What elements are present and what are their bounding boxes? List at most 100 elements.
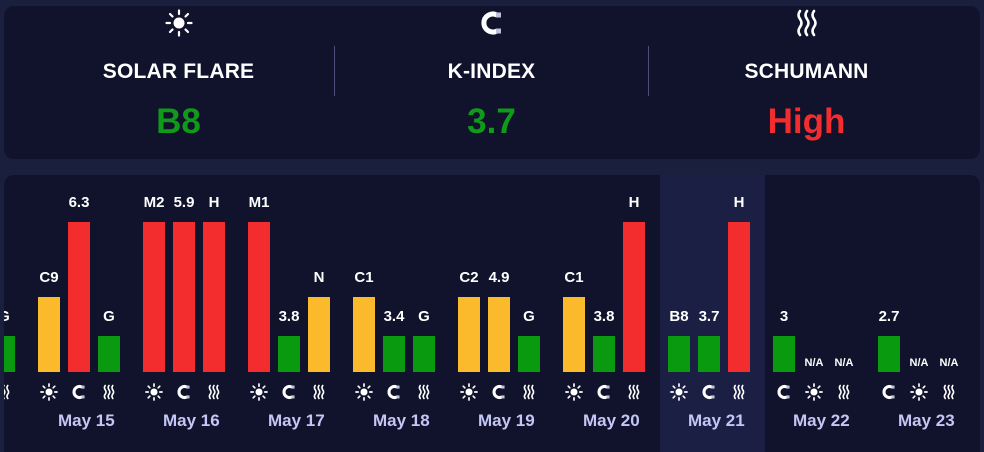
solar-flare-metric: SOLAR FLARE B8 (16, 6, 341, 159)
kindex-value-label: 3.8 (593, 308, 615, 325)
wave-icon (308, 382, 330, 402)
k-index-metric: K-INDEX 3.7 (329, 6, 654, 159)
wave-icon (938, 382, 960, 402)
divider (334, 46, 335, 96)
solar-value-label: N/A (804, 357, 824, 369)
wave-icon (728, 382, 750, 402)
solar-bar (38, 297, 60, 372)
day-date-label: May 18 (373, 411, 430, 430)
wave-icon (413, 382, 435, 402)
day-column[interactable]: C9 6.3 G May 15 (30, 175, 135, 452)
solar-bar (248, 222, 270, 372)
schumann-value-label: N/A (834, 357, 854, 369)
schumann-metric: SCHUMANN High (644, 6, 969, 159)
day-date-label: May 21 (688, 411, 745, 430)
sun-icon (908, 382, 930, 402)
day-date-label: May 15 (58, 411, 115, 430)
sun-icon (458, 382, 480, 402)
schumann-value-label: G (4, 308, 24, 325)
kindex-bar (173, 222, 195, 372)
kindex-bar (878, 336, 900, 372)
sun-icon (16, 8, 341, 38)
wave-icon (644, 8, 969, 38)
day-column[interactable]: G (4, 175, 30, 452)
solar-value-label: M1 (248, 194, 270, 211)
kindex-value-label: 3.7 (698, 308, 720, 325)
day-column[interactable]: M2 5.9 H May 16 (135, 175, 240, 452)
solar-value-label: B8 (669, 308, 689, 325)
day-column[interactable]: C1 3.8 H May 20 (555, 175, 660, 452)
schumann-value-label: G (103, 308, 115, 325)
solar-bar (668, 336, 690, 372)
magnet-icon (68, 382, 90, 402)
sun-icon (143, 382, 165, 402)
kindex-value-label: 2.7 (878, 308, 900, 325)
kindex-bar (773, 336, 795, 372)
sun-icon (248, 382, 270, 402)
magnet-icon (593, 382, 615, 402)
schumann-bar (413, 336, 435, 372)
solar-flare-label: SOLAR FLARE (102, 60, 255, 83)
schumann-value-label: N/A (939, 357, 959, 369)
solar-value-label: M2 (143, 194, 165, 211)
day-date-label: May 23 (898, 411, 955, 430)
kindex-value-label: 3.8 (278, 308, 300, 325)
magnet-icon (329, 8, 654, 38)
magnet-icon (698, 382, 720, 402)
schumann-bar (203, 222, 225, 372)
kindex-value-label: 4.9 (488, 269, 510, 286)
day-date-label: May 20 (583, 411, 640, 430)
schumann-value-label: H (628, 194, 640, 211)
kindex-bar (278, 336, 300, 372)
solar-flare-value: B8 (156, 102, 201, 141)
solar-bar (458, 297, 480, 372)
daily-forecast-strip[interactable]: G C9 6.3 G May 15 M2 5.9 H May 16 M1 3.8 N May 17 C1 3… (4, 175, 980, 452)
kindex-bar (698, 336, 720, 372)
wave-icon (518, 382, 540, 402)
kindex-value-label: 5.9 (173, 194, 195, 211)
summary-panel: SOLAR FLARE B8 K-INDEX 3.7 SCHUMANN (4, 6, 980, 159)
wave-icon (4, 382, 15, 402)
day-column[interactable]: B8 3.7 H May 21 (660, 175, 765, 452)
day-column[interactable]: 2.7 N/A N/A May 23 (870, 175, 975, 452)
day-column[interactable]: C2 4.9 G May 19 (450, 175, 555, 452)
day-date-label: May 17 (268, 411, 325, 430)
day-date-label: May 22 (793, 411, 850, 430)
day-date-label: May 16 (163, 411, 220, 430)
sun-icon (668, 382, 690, 402)
solar-value-label: C9 (39, 269, 59, 286)
schumann-bar (98, 336, 120, 372)
kindex-bar (383, 336, 405, 372)
wave-icon (98, 382, 120, 402)
solar-value-label: N/A (909, 357, 929, 369)
wave-icon (623, 382, 645, 402)
solar-bar (563, 297, 585, 372)
solar-value-label: C1 (564, 269, 584, 286)
magnet-icon (383, 382, 405, 402)
day-column[interactable]: 3 N/A N/A May 22 (765, 175, 870, 452)
schumann-bar (728, 222, 750, 372)
magnet-icon (878, 382, 900, 402)
solar-bar (143, 222, 165, 372)
day-column[interactable]: C1 3.4 G May 18 (345, 175, 450, 452)
day-date-label: May 19 (478, 411, 535, 430)
schumann-bar (4, 336, 15, 372)
solar-bar (353, 297, 375, 372)
kindex-value-label: 3.4 (383, 308, 405, 325)
magnet-icon (173, 382, 195, 402)
day-column[interactable]: M1 3.8 N May 17 (240, 175, 345, 452)
divider (648, 46, 649, 96)
schumann-value-label: H (733, 194, 745, 211)
kindex-bar (68, 222, 90, 372)
sun-icon (563, 382, 585, 402)
sun-icon (38, 382, 60, 402)
schumann-value-label: G (523, 308, 535, 325)
wave-icon (833, 382, 855, 402)
schumann-bar (623, 222, 645, 372)
kindex-bar (593, 336, 615, 372)
schumann-label: SCHUMANN (744, 60, 869, 83)
kindex-value-label: 6.3 (68, 194, 90, 211)
schumann-bar (518, 336, 540, 372)
kindex-bar (488, 297, 510, 372)
k-index-label: K-INDEX (447, 60, 536, 83)
